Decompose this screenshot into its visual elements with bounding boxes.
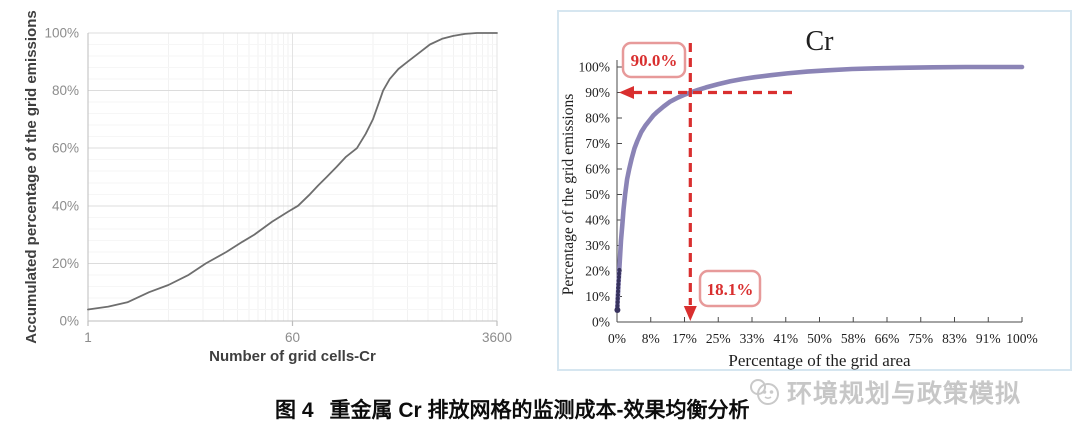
chart-title: Cr bbox=[806, 26, 835, 57]
data-point-dot bbox=[616, 282, 621, 287]
x-tick-label: 100% bbox=[1006, 331, 1038, 346]
x-tick-label: 41% bbox=[773, 331, 798, 346]
data-point-dot bbox=[615, 303, 620, 308]
y-tick-label: 0% bbox=[59, 314, 79, 329]
watermark: 环境规划与政策模拟 bbox=[748, 374, 1021, 410]
x-tick-label: 1 bbox=[84, 330, 92, 345]
y-tick-label: 80% bbox=[52, 83, 79, 98]
y-tick-label: 40% bbox=[52, 198, 79, 213]
left-arrowhead bbox=[619, 86, 634, 99]
x-tick-label: 66% bbox=[875, 331, 900, 346]
y-tick-label: 20% bbox=[52, 256, 79, 271]
x-tick-label: 83% bbox=[942, 331, 967, 346]
area-annotation-box bbox=[698, 269, 762, 308]
data-point-dot bbox=[615, 300, 620, 305]
y-tick-label: 10% bbox=[585, 289, 610, 304]
left-chart: 1 60 3600 0% 20% 40% 60% 80% 100% Number of grid … bbox=[0, 0, 540, 380]
data-point-dot bbox=[614, 307, 621, 313]
data-point-dot bbox=[616, 285, 621, 290]
data-point-dot bbox=[615, 296, 620, 301]
lorenz-emission-curve bbox=[614, 64, 1025, 313]
y-tick-label: 50% bbox=[585, 187, 610, 202]
data-point-dot bbox=[616, 275, 621, 280]
y-tick-label: 0% bbox=[592, 315, 610, 330]
x-tick-label: 60 bbox=[285, 330, 300, 345]
y-tick-label: 100% bbox=[579, 60, 611, 75]
data-point-dot bbox=[617, 271, 622, 276]
right-chart-svg: Cr 0% 8% 17% 25% 33% 41% 50% 58% 66% 75% 83% 91% 100%… bbox=[560, 26, 1038, 370]
figure-caption-text: 重金属 Cr 排放网格的监测成本-效果均衡分析 bbox=[329, 399, 750, 422]
y-tick-label: 40% bbox=[585, 213, 610, 228]
y-tick-label: 60% bbox=[52, 141, 79, 156]
data-point-dot bbox=[616, 278, 621, 283]
x-tick-label: 58% bbox=[841, 331, 866, 346]
y-axis-title: Accumulated percentage of the grid emiss… bbox=[23, 10, 40, 343]
x-tick-label: 3600 bbox=[482, 330, 512, 345]
right-chart-panel: Cr 0% 8% 17% 25% 33% 41% 50% 58% 66% 75% 83% 91% 100%… bbox=[557, 10, 1072, 371]
cumulative-emission-curve bbox=[87, 32, 498, 311]
x-tick-label: 8% bbox=[642, 331, 660, 346]
x-tick-label: 50% bbox=[807, 331, 832, 346]
data-point-dot bbox=[615, 292, 620, 298]
x-tick-label: 17% bbox=[672, 331, 697, 346]
x-tick-label: 91% bbox=[976, 331, 1001, 346]
figure-caption: 图 4 重金属 Cr 排放网格的监测成本-效果均衡分析 bbox=[275, 394, 750, 424]
x-tick-label: 75% bbox=[908, 331, 933, 346]
panda-face-logo-icon bbox=[748, 378, 782, 406]
watermark-text: 环境规划与政策模拟 bbox=[787, 380, 1022, 408]
y-tick-label: 70% bbox=[585, 136, 610, 151]
emission-annotation-label: 90.0% bbox=[631, 51, 678, 70]
x-axis-title: Percentage of the grid area bbox=[728, 351, 911, 370]
figure-caption-label: 图 4 bbox=[275, 399, 314, 422]
y-tick-label: 100% bbox=[44, 26, 79, 41]
emission-annotation-box bbox=[621, 41, 687, 79]
down-arrowhead bbox=[683, 306, 697, 321]
y-tick-label: 60% bbox=[585, 162, 610, 177]
data-point-dot bbox=[617, 267, 622, 273]
x-tick-label: 33% bbox=[740, 331, 765, 346]
y-tick-label: 80% bbox=[585, 111, 610, 126]
y-tick-label: 20% bbox=[585, 264, 610, 279]
data-point-dot bbox=[616, 289, 621, 294]
y-tick-label: 30% bbox=[585, 238, 610, 253]
left-chart-svg: 1 60 3600 0% 20% 40% 60% 80% 100% Number of grid … bbox=[23, 10, 512, 365]
area-annotation-label: 18.1% bbox=[707, 280, 754, 299]
y-axis-title: Percentage of the grid emissions bbox=[560, 94, 577, 295]
y-tick-label: 90% bbox=[585, 85, 610, 100]
x-tick-label: 25% bbox=[706, 331, 731, 346]
x-tick-label: 0% bbox=[608, 331, 626, 346]
x-axis-title: Number of grid cells-Cr bbox=[209, 348, 376, 365]
